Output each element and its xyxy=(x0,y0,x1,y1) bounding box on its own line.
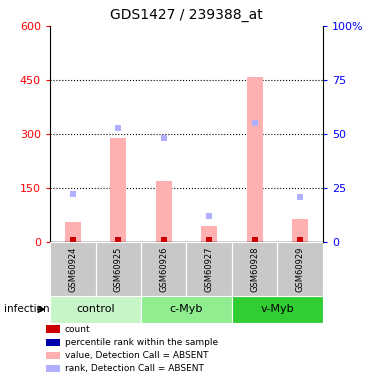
Bar xyxy=(292,219,308,242)
Bar xyxy=(46,339,60,346)
Point xyxy=(206,237,212,243)
Bar xyxy=(46,352,60,359)
Text: v-Myb: v-Myb xyxy=(260,304,294,314)
Point xyxy=(70,191,76,197)
Bar xyxy=(96,242,141,296)
Text: count: count xyxy=(65,324,91,334)
Point xyxy=(297,194,303,200)
Text: c-Myb: c-Myb xyxy=(170,304,203,314)
Point xyxy=(161,237,167,243)
Bar xyxy=(232,296,323,322)
Bar xyxy=(50,296,141,322)
Point xyxy=(115,124,121,130)
Bar xyxy=(46,365,60,372)
Text: rank, Detection Call = ABSENT: rank, Detection Call = ABSENT xyxy=(65,364,204,373)
Title: GDS1427 / 239388_at: GDS1427 / 239388_at xyxy=(110,9,263,22)
Bar xyxy=(278,242,323,296)
Point xyxy=(297,237,303,243)
Bar xyxy=(141,242,186,296)
Bar xyxy=(65,222,81,242)
Point xyxy=(161,135,167,141)
Point xyxy=(70,237,76,243)
Bar xyxy=(156,181,172,242)
Bar xyxy=(247,76,263,242)
Text: value, Detection Call = ABSENT: value, Detection Call = ABSENT xyxy=(65,351,209,360)
Text: GSM60925: GSM60925 xyxy=(114,246,123,292)
Bar xyxy=(46,326,60,333)
Text: GSM60928: GSM60928 xyxy=(250,246,259,292)
Text: infection: infection xyxy=(4,304,49,314)
Point xyxy=(252,237,257,243)
Bar xyxy=(141,296,232,322)
Text: GSM60924: GSM60924 xyxy=(68,246,77,292)
Point xyxy=(115,237,121,243)
Text: percentile rank within the sample: percentile rank within the sample xyxy=(65,338,218,346)
Text: GSM60926: GSM60926 xyxy=(159,246,168,292)
Text: GSM60929: GSM60929 xyxy=(296,246,305,292)
Bar xyxy=(50,242,96,296)
Text: control: control xyxy=(76,304,115,314)
Text: GSM60927: GSM60927 xyxy=(205,246,214,292)
Bar xyxy=(201,226,217,242)
Bar xyxy=(187,242,232,296)
Bar xyxy=(232,242,278,296)
Bar xyxy=(110,138,126,242)
Point xyxy=(252,120,257,126)
Point xyxy=(206,213,212,219)
